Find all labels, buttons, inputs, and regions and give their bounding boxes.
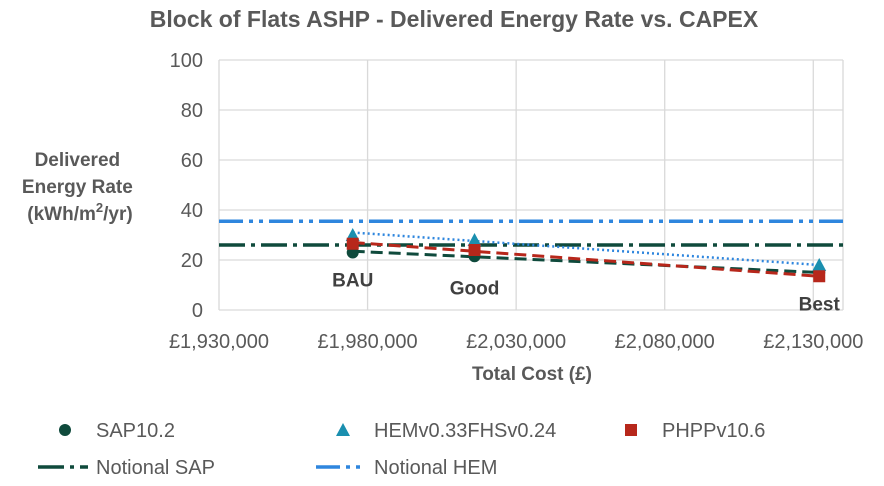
y-tick-label: 80 <box>181 100 203 122</box>
trendline-0 <box>352 249 820 274</box>
reference-lines <box>219 219 843 247</box>
data-point-2-2 <box>813 270 826 283</box>
data-point-1-2 <box>812 258 827 271</box>
y-tick-label: 60 <box>181 150 203 172</box>
legend-label: SAP10.2 <box>96 420 175 442</box>
data-markers <box>345 228 827 283</box>
x-tick-label: £1,930,000 <box>169 331 269 353</box>
chart-title: Block of Flats ASHP - Delivered Energy R… <box>150 6 759 32</box>
annotations: BAU Good Best <box>332 271 840 316</box>
legend-marker-2 <box>625 424 637 436</box>
y-axis-label-line-3a: (kWh/m <box>27 204 96 225</box>
legend: SAP10.2 HEMv0.33FHSv0.24 PHPPv10.6 Notional… <box>38 420 765 479</box>
legend-marker-1 <box>336 423 350 436</box>
y-axis-label-line-3: (kWh/m2/yr) <box>27 200 132 225</box>
x-tick-label: £1,980,000 <box>318 331 418 353</box>
y-axis-label-superscript: 2 <box>96 200 103 215</box>
trendlines <box>352 231 820 278</box>
y-axis-label: Delivered Energy Rate (kWh/m2/yr) <box>22 150 138 225</box>
tick-labels: 0 20 40 60 80 100 £1,930,000 £1,980,000 £2,030,0… <box>169 50 863 353</box>
legend-marker-0 <box>59 424 71 436</box>
legend-label: Notional SAP <box>96 457 215 479</box>
data-point-2-1 <box>468 244 481 256</box>
x-tick-label: £2,130,000 <box>763 331 863 353</box>
legend-label: HEMv0.33FHSv0.24 <box>374 420 556 442</box>
annotation-label: Good <box>450 278 500 299</box>
y-axis-label-line-1: Delivered <box>35 150 121 171</box>
data-point-2-0 <box>346 237 359 250</box>
x-tick-label: £2,080,000 <box>615 331 715 353</box>
legend-label: PHPPv10.6 <box>662 420 765 442</box>
trendline-2 <box>352 241 820 278</box>
x-axis-label: Total Cost (£) <box>472 364 592 385</box>
y-tick-label: 20 <box>181 250 203 272</box>
annotation-label: BAU <box>332 271 373 292</box>
y-tick-label: 100 <box>170 50 203 72</box>
annotation-label: Best <box>799 294 841 315</box>
gridlines <box>218 59 844 311</box>
y-axis-label-line-3b: /yr) <box>103 204 133 225</box>
data-point-1-1 <box>467 233 482 246</box>
y-tick-label: 40 <box>181 200 203 222</box>
y-axis-label-line-2: Energy Rate <box>22 177 133 198</box>
legend-label: Notional HEM <box>374 457 497 479</box>
x-tick-label: £2,030,000 <box>466 331 566 353</box>
y-tick-label: 0 <box>192 300 203 322</box>
